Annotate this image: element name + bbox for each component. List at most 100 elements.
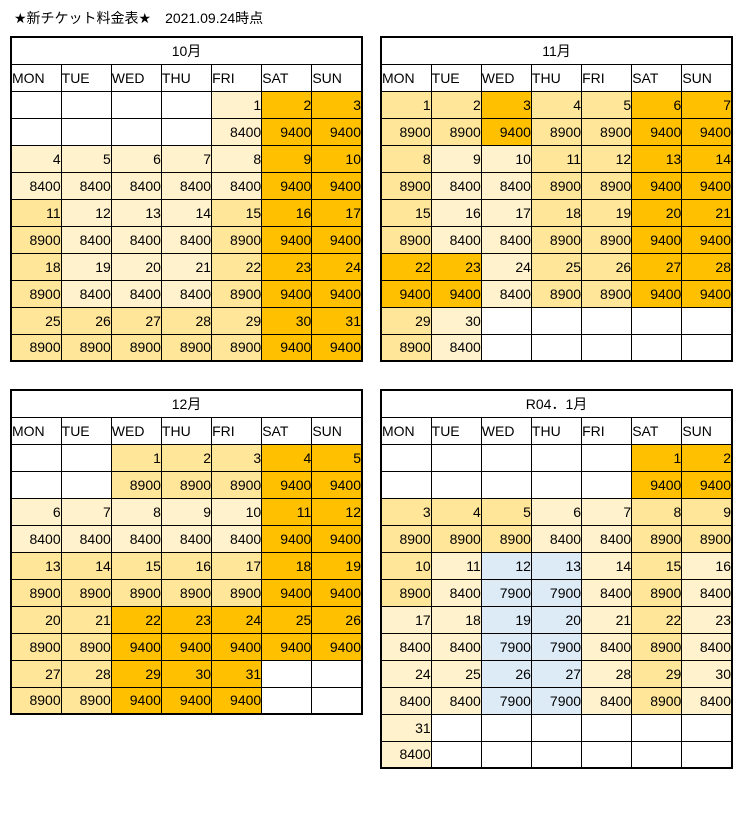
date-cell: 4 — [261, 443, 313, 472]
price-cell: 9400 — [480, 117, 532, 146]
date-cell: 18 — [530, 198, 583, 227]
date-cell: 21 — [60, 605, 112, 634]
date-cell: 19 — [60, 252, 112, 281]
price-cell: 8400 — [10, 524, 62, 553]
date-cell: 20 — [110, 252, 162, 281]
price-cell: 8900 — [10, 686, 62, 715]
date-cell: 22 — [631, 605, 683, 634]
price-cell: 9400 — [160, 686, 213, 715]
day-header-mon: MON — [380, 416, 432, 445]
price-cell: 8400 — [60, 279, 112, 308]
empty-cell — [530, 333, 583, 362]
price-cell: 8900 — [10, 279, 62, 308]
date-cell: 17 — [211, 551, 263, 580]
price-cell: 9400 — [631, 171, 683, 200]
date-cell: 9 — [430, 144, 482, 173]
date-cell: 30 — [430, 306, 482, 335]
date-cell: 15 — [110, 551, 162, 580]
date-cell: 2 — [261, 90, 313, 119]
price-cell: 9400 — [261, 117, 313, 146]
date-cell: 22 — [380, 252, 432, 281]
price-cell: 8400 — [110, 279, 162, 308]
date-cell: 20 — [631, 198, 683, 227]
date-cell: 8 — [380, 144, 432, 173]
date-cell: 9 — [160, 497, 213, 526]
price-cell: 9400 — [261, 279, 313, 308]
date-cell: 10 — [311, 144, 363, 173]
empty-cell — [110, 117, 162, 146]
empty-cell — [631, 333, 683, 362]
price-cell: 8900 — [581, 279, 633, 308]
price-cell: 9400 — [681, 225, 733, 254]
date-cell: 13 — [10, 551, 62, 580]
price-cell: 8900 — [211, 578, 263, 607]
price-cell: 8400 — [160, 279, 213, 308]
price-cell: 8900 — [60, 333, 112, 362]
price-cell: 9400 — [311, 225, 363, 254]
date-cell: 15 — [211, 198, 263, 227]
date-cell: 9 — [261, 144, 313, 173]
day-header-wed: WED — [110, 416, 162, 445]
date-cell: 8 — [110, 497, 162, 526]
date-cell: 12 — [480, 551, 532, 580]
date-cell: 7 — [60, 497, 112, 526]
day-header-sat: SAT — [261, 63, 313, 92]
price-cell: 7900 — [480, 632, 532, 661]
day-header-tue: TUE — [430, 63, 482, 92]
price-cell: 8900 — [10, 578, 62, 607]
price-cell: 8400 — [430, 225, 482, 254]
date-cell: 23 — [681, 605, 733, 634]
empty-cell — [380, 443, 432, 472]
price-cell: 8400 — [380, 632, 432, 661]
price-cell: 9400 — [261, 470, 313, 499]
empty-cell — [681, 306, 733, 335]
date-cell: 24 — [480, 252, 532, 281]
price-cell: 8900 — [530, 279, 583, 308]
date-cell: 17 — [480, 198, 532, 227]
price-cell: 8900 — [211, 225, 263, 254]
empty-cell — [681, 740, 733, 769]
date-cell: 30 — [160, 659, 213, 688]
empty-cell — [530, 306, 583, 335]
empty-cell — [581, 333, 633, 362]
price-cell: 8400 — [681, 632, 733, 661]
date-cell: 7 — [581, 497, 633, 526]
date-cell: 15 — [631, 551, 683, 580]
empty-cell — [10, 117, 62, 146]
price-cell: 9400 — [631, 225, 683, 254]
month-title-january: R04．1月 — [380, 389, 733, 418]
day-header-sun: SUN — [311, 416, 363, 445]
price-cell: 8400 — [430, 686, 482, 715]
month-title-november: 11月 — [380, 36, 733, 65]
price-cell: 8900 — [380, 524, 432, 553]
empty-cell — [530, 470, 583, 499]
date-cell: 11 — [10, 198, 62, 227]
price-cell: 8400 — [60, 171, 112, 200]
price-cell: 8400 — [581, 524, 633, 553]
date-cell: 7 — [681, 90, 733, 119]
date-cell: 30 — [681, 659, 733, 688]
date-cell: 19 — [581, 198, 633, 227]
price-cell: 9400 — [311, 578, 363, 607]
price-cell: 9400 — [681, 470, 733, 499]
date-cell: 3 — [380, 497, 432, 526]
date-cell: 22 — [110, 605, 162, 634]
price-cell: 8400 — [480, 279, 532, 308]
price-cell: 9400 — [261, 524, 313, 553]
empty-cell — [311, 659, 363, 688]
empty-cell — [631, 740, 683, 769]
date-cell: 15 — [380, 198, 432, 227]
price-cell: 8900 — [160, 470, 213, 499]
calendar-november: 11月 MON TUE WED THU FRI SAT SUN 1 2 3 4 5 6 7 8900 8900 9… — [380, 36, 733, 362]
date-cell: 25 — [430, 659, 482, 688]
price-cell: 8400 — [110, 225, 162, 254]
price-cell: 8400 — [681, 578, 733, 607]
date-cell: 28 — [160, 306, 213, 335]
price-cell: 8900 — [530, 171, 583, 200]
price-cell: 9400 — [311, 171, 363, 200]
date-cell: 23 — [160, 605, 213, 634]
price-cell: 9400 — [631, 117, 683, 146]
empty-cell — [160, 117, 213, 146]
date-cell: 27 — [10, 659, 62, 688]
calendar-december: 12月 MON TUE WED THU FRI SAT SUN 1 2 3 4 5 8900 8900 890… — [10, 389, 363, 715]
